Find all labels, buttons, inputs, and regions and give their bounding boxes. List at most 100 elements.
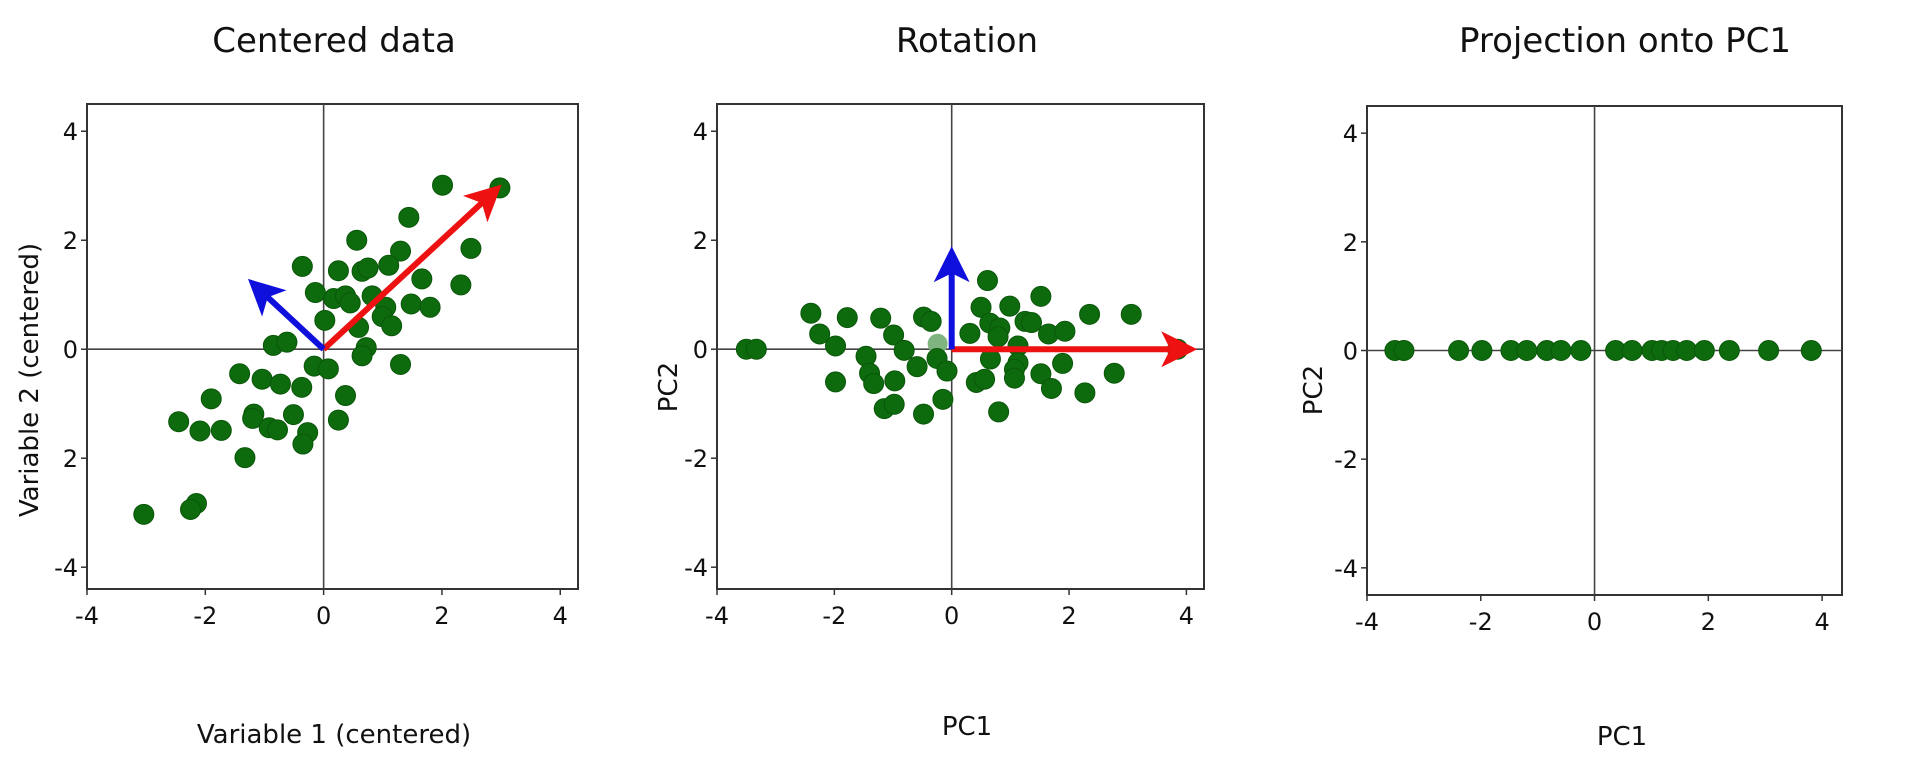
data-point <box>883 324 905 346</box>
data-point <box>920 310 942 332</box>
data-point <box>976 270 998 292</box>
pc2-arrow <box>247 278 326 352</box>
data-point <box>381 315 403 337</box>
data-point <box>1570 340 1592 361</box>
data-point <box>1030 363 1052 385</box>
x-tick-label: 2 <box>434 602 449 630</box>
data-point <box>411 268 433 290</box>
y-tick-label: 4 <box>63 118 78 146</box>
data-point <box>1020 312 1042 334</box>
y-axis-label: Variable 2 (centered) <box>15 243 45 517</box>
x-tick-label: 2 <box>1701 608 1716 636</box>
data-point <box>168 411 190 433</box>
y-axis-label: PC2 <box>654 362 684 412</box>
data-point <box>1621 340 1643 361</box>
faded-data-point <box>927 333 948 354</box>
data-point <box>180 498 202 520</box>
data-point <box>1003 367 1025 389</box>
data-point <box>304 282 326 304</box>
x-tick-label: 0 <box>316 602 331 630</box>
data-point <box>251 368 273 390</box>
data-point <box>292 433 314 455</box>
y-tick-label: 4 <box>693 118 708 146</box>
x-tick-label: -4 <box>1355 608 1379 636</box>
data-point <box>800 302 822 324</box>
data-point <box>1120 303 1142 325</box>
x-tick-label: -4 <box>75 602 99 630</box>
data-point <box>1103 362 1125 384</box>
data-point <box>999 295 1021 317</box>
chart-title: Centered data <box>212 21 456 61</box>
data-point <box>883 393 905 415</box>
y-tick-label: 0 <box>63 336 78 364</box>
y-tick-label: -2 <box>1334 446 1358 474</box>
data-point <box>970 296 992 318</box>
data-point <box>870 307 892 329</box>
y-tick-label: -2 <box>684 445 708 473</box>
data-point <box>1393 340 1415 361</box>
y-tick-label: 2 <box>63 227 78 255</box>
data-point <box>229 363 251 385</box>
axes-frame <box>86 103 579 590</box>
data-point <box>1550 340 1572 361</box>
data-point <box>200 388 222 410</box>
x-tick-label: 0 <box>944 602 959 630</box>
data-point <box>242 407 264 429</box>
data-point <box>314 309 336 331</box>
data-point <box>1516 340 1538 361</box>
data-point <box>419 296 441 318</box>
y-tick-label: -4 <box>1334 555 1358 583</box>
data-point <box>1040 377 1062 399</box>
panel-rotation: Rotation PC1 PC2 -4 -2 0 2 4 4 2 0 -2 -4 <box>654 21 1205 742</box>
data-point <box>432 174 454 196</box>
y-tick-label: -4 <box>684 554 708 582</box>
x-tick-label: -2 <box>193 602 217 630</box>
y-tick-label: 0 <box>693 336 708 364</box>
data-point <box>959 322 981 344</box>
data-point <box>825 371 847 393</box>
data-point <box>282 404 304 426</box>
data-point <box>335 385 357 407</box>
x-tick-label: -2 <box>1469 608 1493 636</box>
data-point <box>987 326 1009 348</box>
data-point <box>390 353 412 375</box>
data-point <box>1074 382 1096 404</box>
data-point <box>1676 340 1698 361</box>
data-point <box>269 373 291 395</box>
axes-frame <box>716 103 1205 590</box>
data-point <box>276 331 298 353</box>
data-point <box>234 447 256 469</box>
x-tick-label: 4 <box>1814 608 1829 636</box>
y-tick-label: 2 <box>63 445 78 473</box>
data-point <box>291 376 313 398</box>
data-point <box>825 335 847 357</box>
data-point <box>450 274 472 296</box>
pc1-arrow <box>321 184 502 352</box>
data-point <box>317 358 339 380</box>
data-point <box>210 419 232 441</box>
data-point <box>291 255 313 277</box>
panel-projection: Projection onto PC1 PC1 PC2 -4 -2 0 2 4 4 2 0 -2… <box>1299 21 1843 752</box>
data-point <box>884 370 906 392</box>
x-tick-label: -4 <box>705 602 729 630</box>
data-point <box>1471 340 1493 361</box>
data-point <box>836 307 858 329</box>
data-point <box>745 338 767 360</box>
data-point <box>1079 303 1101 325</box>
data-point <box>1052 352 1074 374</box>
data-point <box>1718 340 1740 361</box>
data-point <box>974 368 996 390</box>
y-tick-label: -4 <box>54 554 78 582</box>
data-point <box>460 237 482 259</box>
data-point <box>351 345 373 367</box>
y-tick-label: 2 <box>693 227 708 255</box>
x-axis-label: Variable 1 (centered) <box>197 720 471 750</box>
data-point <box>346 229 368 251</box>
chart-title: Projection onto PC1 <box>1459 21 1791 61</box>
data-point <box>913 403 935 425</box>
y-tick-label: 4 <box>1343 120 1358 148</box>
data-point <box>327 409 349 431</box>
data-point <box>378 254 400 276</box>
data-point <box>906 356 928 378</box>
y-tick-label: 0 <box>1343 338 1358 366</box>
